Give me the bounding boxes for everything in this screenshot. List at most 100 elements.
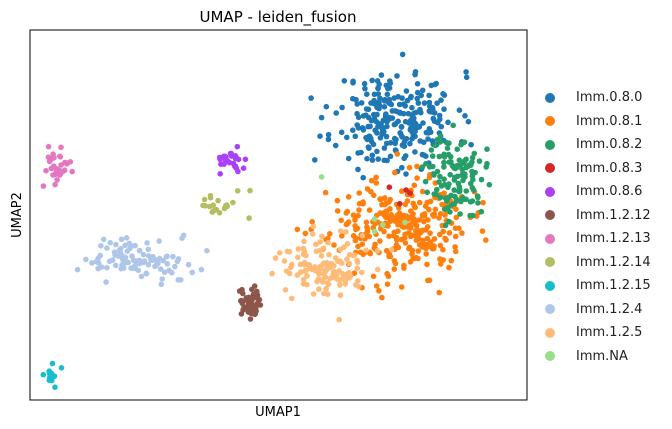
data-point — [450, 122, 457, 129]
data-point — [440, 257, 447, 263]
data-point — [333, 110, 340, 116]
data-point — [409, 115, 416, 122]
data-point — [62, 159, 68, 166]
data-point — [221, 205, 228, 212]
data-point — [89, 260, 95, 266]
data-point — [383, 214, 389, 220]
data-point — [437, 242, 444, 249]
data-point — [414, 163, 420, 170]
data-point — [353, 282, 359, 288]
data-point — [396, 101, 403, 108]
data-point — [398, 236, 405, 243]
data-point — [389, 108, 396, 114]
data-point — [294, 226, 301, 233]
data-point — [446, 181, 452, 187]
data-point — [109, 257, 116, 264]
data-point — [354, 257, 360, 264]
data-point — [313, 248, 320, 255]
data-point — [456, 107, 463, 113]
legend-label: Imm.NA — [576, 348, 628, 364]
data-point — [359, 241, 366, 247]
data-point — [217, 156, 223, 162]
data-point — [413, 109, 419, 116]
data-point — [387, 80, 394, 87]
data-point — [233, 154, 239, 161]
data-point — [442, 212, 448, 218]
data-point — [217, 171, 223, 177]
data-point — [403, 187, 409, 193]
data-point — [358, 100, 365, 106]
data-point — [414, 175, 420, 181]
data-point — [462, 113, 468, 119]
data-point — [304, 273, 310, 279]
legend-swatch — [545, 116, 555, 127]
data-point — [381, 195, 388, 201]
legend-item: Imm.1.2.12 — [545, 204, 651, 228]
data-point — [326, 251, 332, 258]
data-point — [69, 168, 75, 175]
data-point — [401, 262, 407, 269]
data-point — [360, 174, 367, 181]
data-point — [121, 260, 127, 267]
data-point — [463, 74, 470, 81]
data-point — [354, 101, 361, 107]
data-point — [412, 121, 419, 127]
data-point — [399, 134, 406, 140]
data-point — [403, 88, 410, 94]
data-point — [332, 142, 339, 149]
data-point — [420, 120, 426, 126]
data-point — [135, 267, 142, 274]
data-point — [355, 125, 362, 131]
data-point — [484, 146, 490, 152]
data-point — [148, 257, 154, 263]
data-point — [373, 283, 380, 289]
data-point — [118, 252, 124, 258]
data-point — [202, 203, 209, 209]
data-point — [126, 240, 133, 247]
data-point — [138, 273, 145, 280]
data-point — [402, 219, 408, 226]
data-point — [334, 208, 341, 214]
data-point — [434, 186, 440, 193]
data-point — [301, 248, 308, 254]
data-point — [412, 69, 419, 75]
data-point — [412, 128, 419, 135]
data-point — [391, 121, 398, 128]
data-point — [175, 256, 182, 262]
data-point — [128, 265, 134, 271]
data-point — [455, 180, 462, 187]
data-point — [479, 228, 486, 234]
data-point — [454, 146, 461, 152]
legend-label: Imm.1.2.13 — [576, 231, 651, 247]
data-point — [356, 190, 363, 196]
data-point — [451, 177, 458, 183]
data-point — [446, 218, 452, 225]
data-point — [434, 100, 440, 106]
data-point — [371, 97, 377, 104]
data-point — [207, 194, 214, 201]
data-point — [407, 94, 414, 101]
data-point — [294, 254, 301, 261]
data-point — [341, 78, 348, 84]
data-point — [322, 269, 328, 275]
data-point — [95, 260, 102, 266]
data-point — [386, 233, 392, 239]
data-point — [283, 268, 290, 274]
data-point — [289, 295, 295, 302]
data-point — [398, 123, 405, 130]
data-point — [468, 141, 474, 148]
data-point — [445, 119, 451, 126]
data-point — [416, 217, 423, 223]
data-point — [204, 247, 210, 254]
legend-item: Imm.1.2.13 — [545, 227, 651, 251]
data-point — [104, 245, 110, 251]
data-point — [394, 212, 401, 218]
data-point — [143, 271, 150, 277]
data-point — [344, 241, 351, 247]
data-point — [484, 160, 490, 167]
data-point — [469, 154, 476, 161]
data-point — [411, 182, 418, 189]
data-point — [164, 253, 170, 260]
data-point — [397, 110, 404, 116]
